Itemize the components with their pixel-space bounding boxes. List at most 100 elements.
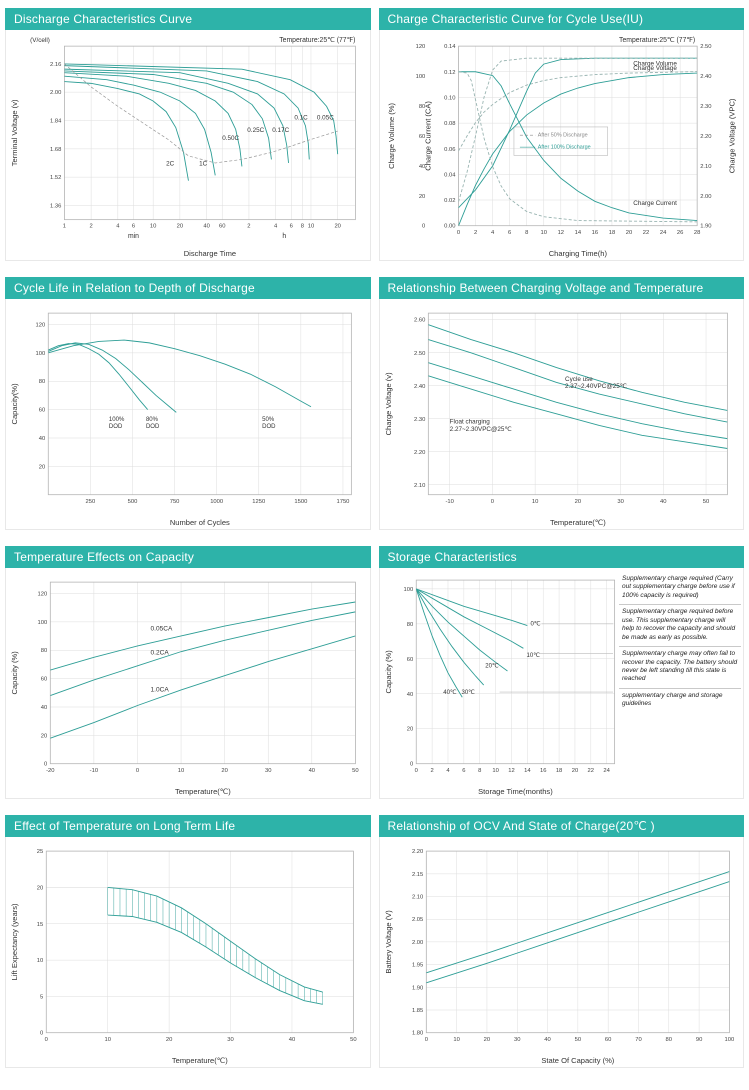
- svg-text:0.12: 0.12: [444, 70, 455, 76]
- svg-text:60: 60: [406, 657, 413, 663]
- svg-text:500: 500: [128, 499, 138, 505]
- svg-text:50: 50: [574, 1037, 581, 1043]
- svg-text:40: 40: [406, 692, 413, 698]
- svg-text:20: 20: [418, 194, 425, 200]
- panel-title-charge: Charge Characteristic Curve for Cycle Us…: [378, 8, 744, 30]
- svg-text:1C: 1C: [199, 161, 208, 168]
- svg-text:0.06: 0.06: [444, 147, 455, 153]
- svg-text:120: 120: [36, 322, 46, 328]
- svg-text:2.40: 2.40: [700, 74, 712, 80]
- svg-text:2: 2: [247, 224, 250, 230]
- svg-text:2.15: 2.15: [411, 872, 422, 878]
- svg-text:8: 8: [525, 230, 528, 236]
- temperature-effects-chart: -20 -10 0 10 20 30 40 50 0 20 40 60 80 100 120 Temperat…: [5, 568, 371, 799]
- svg-text:0: 0: [414, 768, 418, 774]
- svg-text:2.50: 2.50: [413, 351, 425, 357]
- svg-text:Charge Current: Charge Current: [633, 200, 677, 207]
- svg-text:10: 10: [492, 768, 499, 774]
- svg-text:40: 40: [309, 768, 316, 774]
- svg-text:20: 20: [177, 224, 184, 230]
- svg-text:1.90: 1.90: [411, 985, 423, 991]
- svg-text:0: 0: [45, 1037, 49, 1043]
- svg-text:20: 20: [483, 1037, 490, 1043]
- svg-text:100: 100: [403, 587, 413, 593]
- svg-text:10: 10: [540, 230, 547, 236]
- svg-text:0.14: 0.14: [444, 44, 456, 50]
- svg-text:6: 6: [462, 768, 465, 774]
- storage-note: Supplementary charge required (Carry out…: [619, 572, 741, 606]
- svg-text:-20: -20: [46, 768, 55, 774]
- panel-cycle-life: Cycle Life in Relation to Depth of Disch…: [5, 277, 371, 530]
- svg-text:80: 80: [418, 104, 425, 110]
- temperature-effects-chart-svg: -20 -10 0 10 20 30 40 50 0 20 40 60 80 100 120 Temperat…: [10, 581, 359, 796]
- svg-text:Charge Volume: Charge Volume: [633, 61, 677, 68]
- svg-text:1.85: 1.85: [411, 1008, 422, 1014]
- svg-text:26: 26: [676, 230, 682, 236]
- charging-voltage-chart: -10 0 10 20 30 40 50 2.10 2.20 2.30 2.40 2.50 2.60 Te…: [378, 299, 744, 530]
- svg-text:20: 20: [625, 230, 632, 236]
- svg-text:40: 40: [660, 499, 667, 505]
- svg-text:2.50: 2.50: [700, 44, 712, 50]
- panel-charge-characteristic: Charge Characteristic Curve for Cycle Us…: [378, 8, 744, 261]
- svg-text:0.08: 0.08: [444, 121, 455, 127]
- svg-text:1.52: 1.52: [50, 175, 61, 181]
- panel-ocv-state-of-charge: Relationship of OCV And State of Charge(…: [378, 815, 744, 1068]
- svg-text:30: 30: [514, 1037, 521, 1043]
- svg-text:2.16: 2.16: [50, 62, 61, 68]
- storage-note: supplementary charge and storage guideli…: [622, 691, 723, 708]
- svg-text:1250: 1250: [252, 499, 266, 505]
- svg-text:0.04: 0.04: [444, 172, 456, 178]
- svg-text:4: 4: [116, 224, 120, 230]
- svg-text:16: 16: [539, 768, 545, 774]
- svg-text:Charge Voltage: Charge Voltage: [633, 65, 677, 72]
- svg-text:4: 4: [491, 230, 495, 236]
- svg-text:100: 100: [38, 620, 48, 626]
- panel-title-long-term-life: Effect of Temperature on Long Term Life: [5, 815, 371, 837]
- svg-text:0.25C: 0.25C: [247, 127, 264, 134]
- svg-text:0℃: 0℃: [530, 622, 540, 628]
- svg-text:0: 0: [44, 762, 48, 768]
- svg-text:Terminal Voltage (v): Terminal Voltage (v): [10, 99, 19, 166]
- ocv-chart: 0 10 20 30 40 50 60 70 80 90 100 1.80 1.85 1.90 1.95 2.…: [378, 837, 744, 1068]
- svg-text:2.20: 2.20: [413, 450, 425, 456]
- svg-text:8: 8: [478, 768, 481, 774]
- svg-text:1500: 1500: [294, 499, 308, 505]
- svg-text:20: 20: [571, 768, 578, 774]
- svg-text:0.02: 0.02: [444, 198, 455, 204]
- svg-text:0: 0: [409, 762, 413, 768]
- svg-text:10: 10: [104, 1037, 111, 1043]
- svg-text:40: 40: [418, 164, 425, 170]
- svg-text:4: 4: [446, 768, 450, 774]
- svg-text:0.2CA: 0.2CA: [151, 649, 170, 656]
- svg-text:2: 2: [430, 768, 433, 774]
- svg-text:90: 90: [695, 1037, 702, 1043]
- svg-text:Charge Voltage (VPC): Charge Voltage (VPC): [727, 98, 736, 173]
- svg-text:0.17C: 0.17C: [272, 127, 289, 134]
- panel-title-temperature-effects: Temperature Effects on Capacity: [5, 546, 371, 568]
- storage-note: Supplementary charge required before use…: [619, 605, 741, 648]
- svg-text:50: 50: [702, 499, 709, 505]
- svg-text:60: 60: [604, 1037, 611, 1043]
- svg-text:1.84: 1.84: [50, 119, 62, 125]
- svg-text:0.10: 0.10: [444, 95, 456, 101]
- svg-text:0.05C: 0.05C: [317, 115, 334, 122]
- ocv-chart-svg: 0 10 20 30 40 50 60 70 80 90 100 1.80 1.85 1.90 1.95 2.…: [384, 849, 735, 1065]
- svg-text:2.10: 2.10: [411, 895, 423, 901]
- svg-text:2.30: 2.30: [413, 417, 425, 423]
- svg-text:60: 60: [219, 224, 226, 230]
- svg-text:1000: 1000: [210, 499, 224, 505]
- svg-text:0: 0: [40, 1031, 44, 1037]
- panel-charging-voltage-temperature: Relationship Between Charging Voltage an…: [378, 277, 744, 530]
- svg-text:Charge Volume (%): Charge Volume (%): [387, 102, 396, 168]
- svg-text:80: 80: [665, 1037, 672, 1043]
- svg-text:Capacity (%): Capacity (%): [10, 651, 19, 695]
- svg-text:10: 10: [453, 1037, 460, 1043]
- long-term-life-chart-svg: 0 10 20 30 40 50 0 5 10 15 20 25 Temperature(℃) Lift …: [10, 849, 357, 1065]
- svg-text:40: 40: [289, 1037, 296, 1043]
- svg-text:60: 60: [41, 677, 48, 683]
- svg-text:20: 20: [406, 727, 413, 733]
- svg-text:10℃: 10℃: [526, 653, 540, 659]
- discharge-chart-svg: 1 2 4 6 10 20 40 60 2 4 6 8 10 20 1.36 1.52 1.68 1.84 2.00…: [10, 37, 356, 258]
- svg-text:100: 100: [415, 74, 425, 80]
- svg-text:10: 10: [308, 224, 315, 230]
